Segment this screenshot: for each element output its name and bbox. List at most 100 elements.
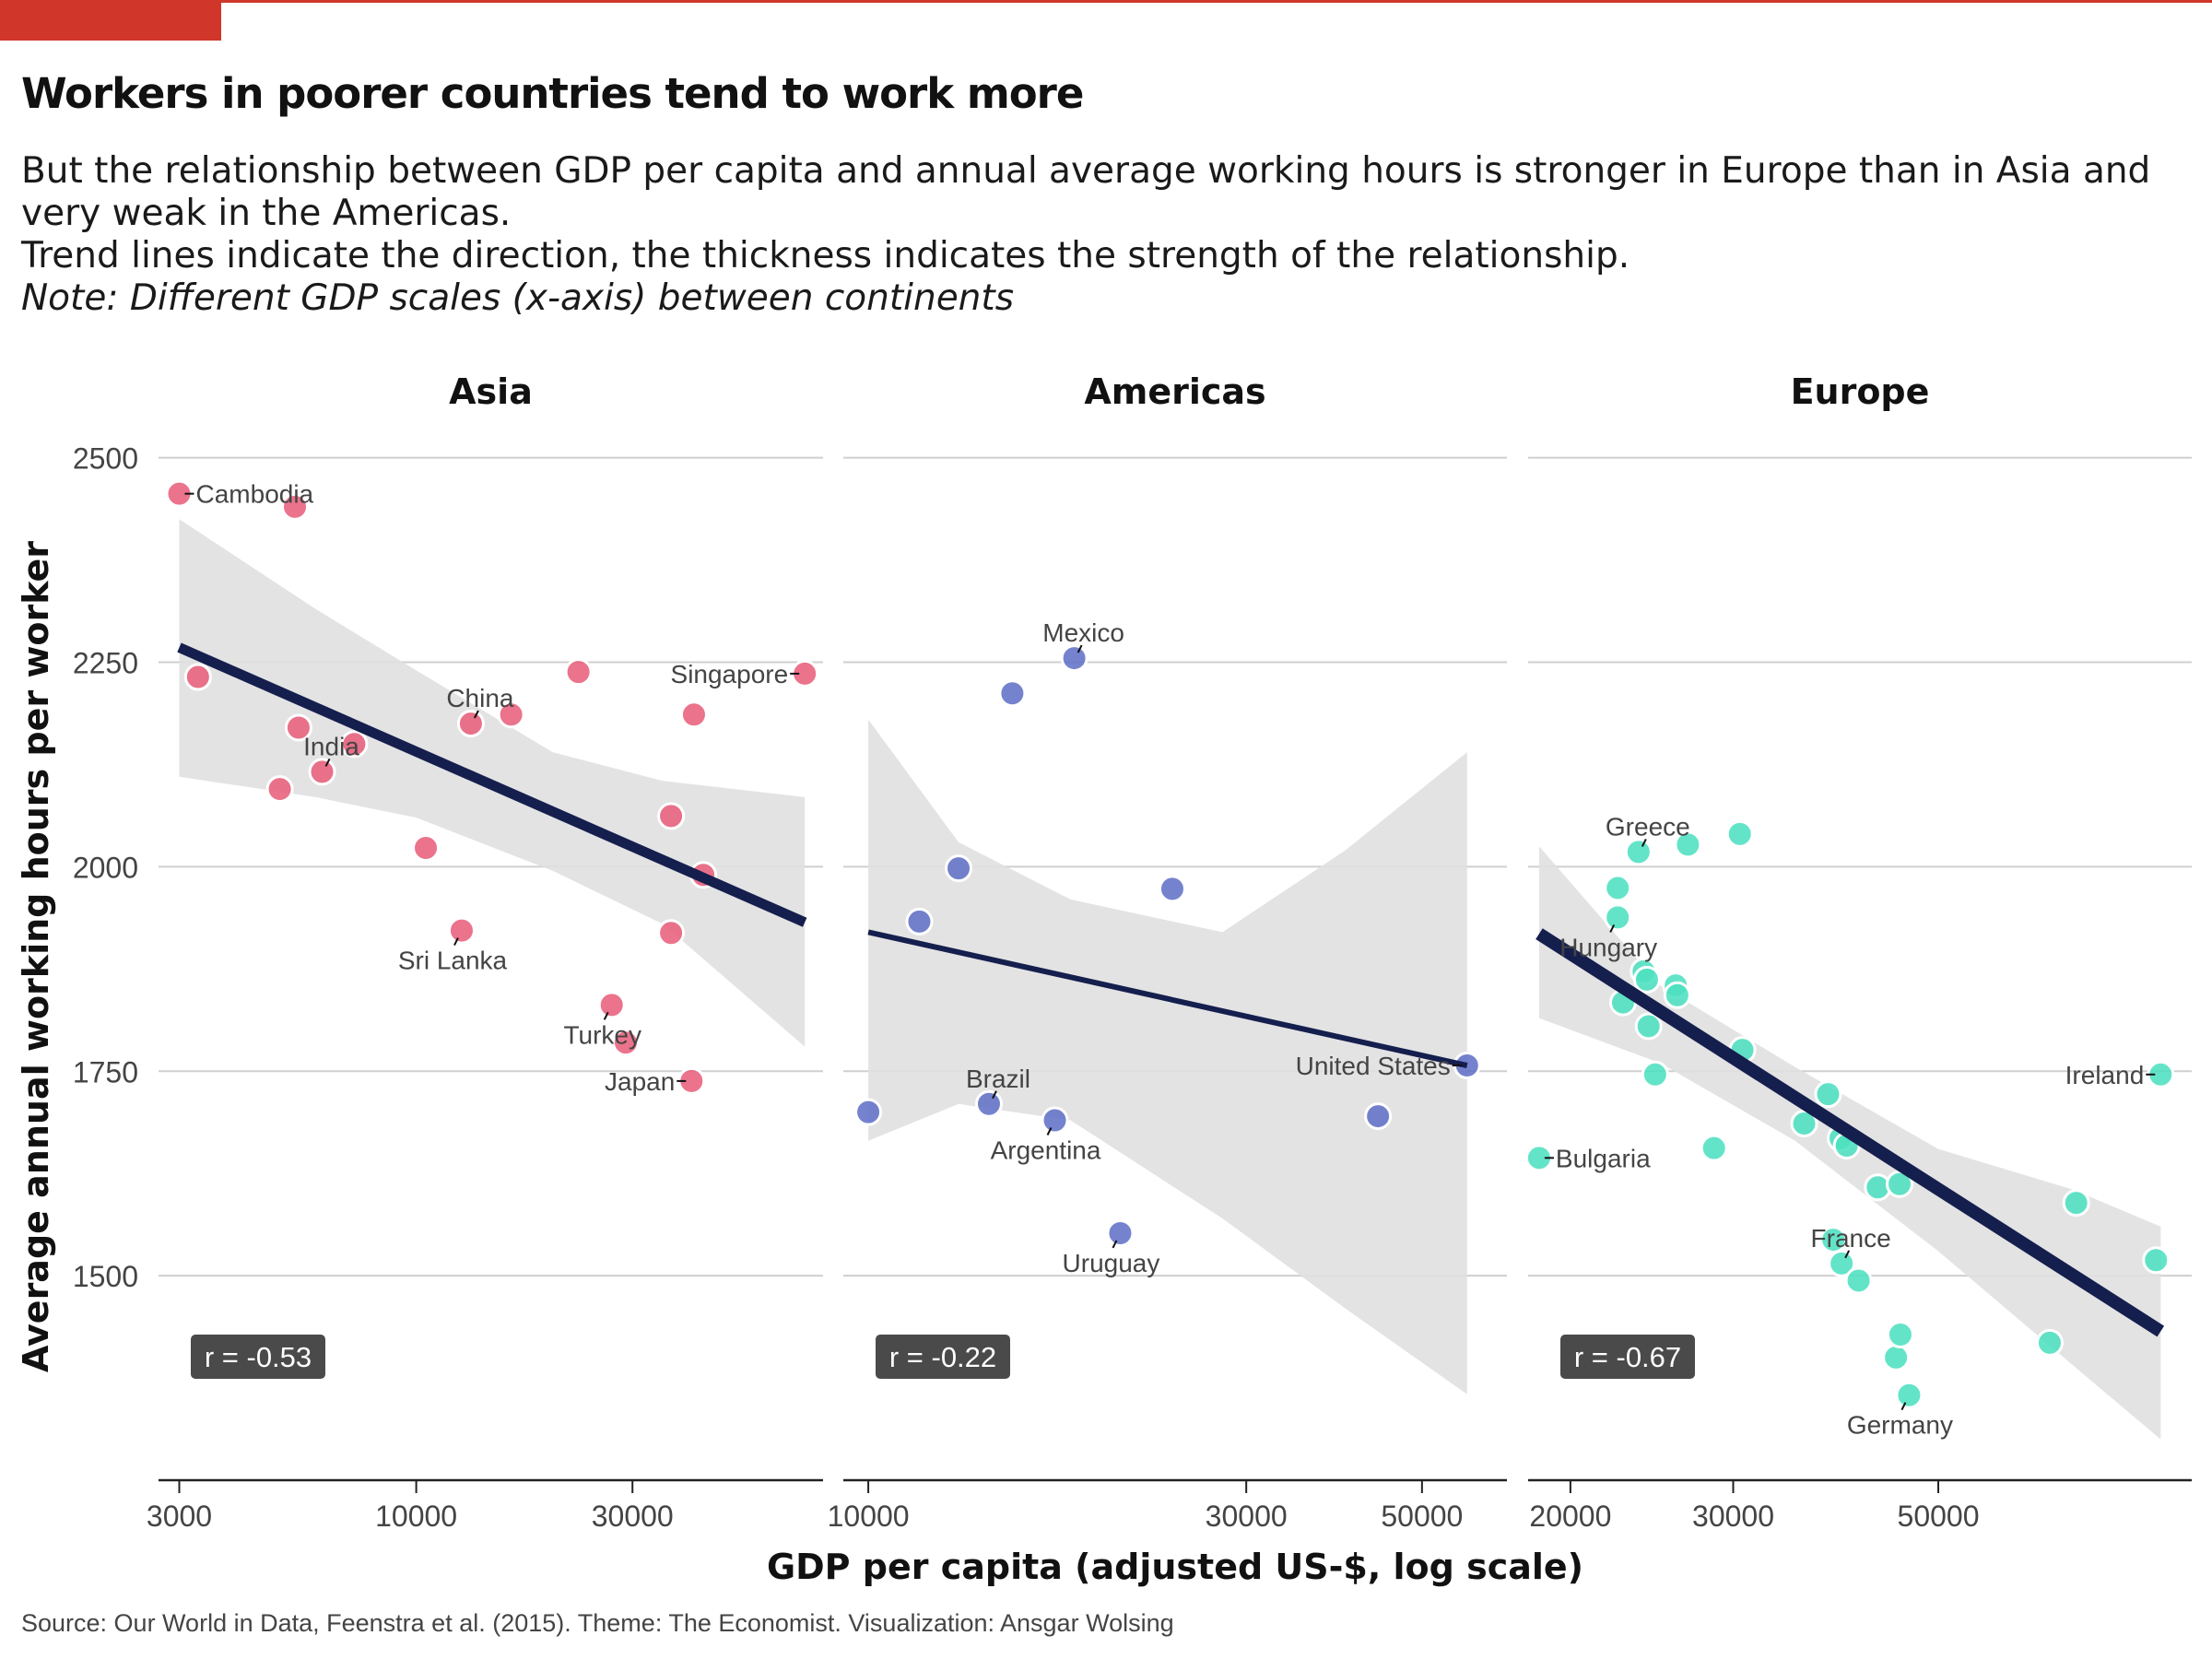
data-point (1814, 1080, 1842, 1109)
y-tick-label: 2250 (73, 647, 138, 680)
correlation-badge (1560, 1335, 1695, 1379)
data-point (905, 907, 934, 935)
trend-line (1535, 928, 2165, 1337)
subtitle-line-1: But the relationship between GDP per cap… (21, 150, 2151, 234)
data-point (183, 663, 212, 691)
x-tick-label: 30000 (1692, 1500, 1774, 1533)
data-point (2142, 1246, 2171, 1275)
trend-line (177, 642, 807, 927)
point-label: Hungary (1559, 933, 1657, 961)
top-accent-block (0, 0, 221, 41)
correlation-badge (191, 1335, 325, 1379)
point-label: Greece (1606, 812, 1690, 841)
x-tick-label: 50000 (1898, 1500, 1980, 1533)
data-point (1641, 1060, 1669, 1088)
panel-title-asia: Asia (449, 371, 533, 412)
label-leader (324, 758, 331, 767)
data-point (1634, 1012, 1663, 1041)
data-point (1828, 1249, 1856, 1277)
point-label: China (446, 684, 514, 712)
data-point (998, 679, 1027, 708)
data-point (1106, 1218, 1135, 1247)
x-tick-label: 50000 (1381, 1500, 1463, 1533)
subtitle-note: Note: Different GDP scales (x-axis) betw… (21, 277, 1015, 319)
data-point (1663, 981, 1691, 1009)
data-point (2062, 1189, 2090, 1218)
x-tick-label: 10000 (828, 1500, 910, 1533)
data-point (679, 700, 708, 729)
data-point (1060, 644, 1088, 673)
point-label: Brazil (966, 1065, 1030, 1093)
point-label: Turkey (563, 1020, 641, 1049)
data-point (265, 775, 294, 804)
data-point (657, 919, 686, 947)
data-point (854, 1098, 883, 1126)
panel-asia: Asia 1500 1750 2000 2250 2500 3000 10000 30000 Ca… (73, 371, 823, 1533)
data-point (1604, 874, 1632, 902)
data-point (447, 916, 476, 945)
x-tick-label: 3000 (147, 1500, 212, 1533)
trend-line (867, 929, 1468, 1068)
point-label: India (303, 732, 359, 760)
point-label: Cambodia (196, 480, 314, 509)
data-point (597, 991, 626, 1019)
correlation-label: r = -0.67 (1574, 1341, 1681, 1373)
data-point (1844, 1266, 1873, 1295)
data-point (1041, 1106, 1069, 1135)
label-leader (1046, 1127, 1053, 1135)
point-label: Sri Lanka (398, 947, 508, 975)
data-point (945, 854, 973, 883)
data-point (974, 1089, 1003, 1118)
data-point (611, 1029, 640, 1057)
x-tick-label: 30000 (592, 1500, 674, 1533)
data-point (281, 492, 310, 521)
label-leader (1844, 1250, 1851, 1259)
label-leader (474, 710, 479, 719)
top-accent-bar (0, 0, 2212, 3)
data-point (1725, 819, 1754, 848)
label-leader (1112, 1240, 1118, 1249)
label-leader (603, 1011, 609, 1020)
data-point (1882, 1343, 1911, 1371)
x-axis-title: GDP per capita (adjusted US-$, log scale… (767, 1547, 1583, 1587)
data-point (564, 658, 593, 687)
data-point (1886, 1321, 1914, 1349)
data-point (1364, 1102, 1393, 1131)
x-tick-label: 30000 (1206, 1500, 1288, 1533)
correlation-label: r = -0.22 (889, 1341, 996, 1373)
data-point (412, 833, 441, 862)
point-label: Japan (605, 1067, 675, 1096)
label-leader (992, 1090, 997, 1100)
chart-subtitle: But the relationship between GDP per cap… (21, 150, 2169, 320)
point-label: Argentina (991, 1136, 1101, 1165)
chart-title: Workers in poorer countries tend to work… (21, 69, 1084, 118)
data-point (1819, 1226, 1848, 1254)
panel-title-europe: Europe (1791, 371, 1930, 412)
point-label: United States (1296, 1052, 1451, 1080)
label-leader (1900, 1402, 1907, 1411)
data-point (1158, 875, 1186, 903)
y-tick-label: 1750 (73, 1055, 138, 1088)
point-label: Germany (1847, 1411, 1953, 1440)
point-label: Uruguay (1063, 1249, 1160, 1277)
data-point (657, 802, 686, 830)
data-point (1632, 965, 1661, 994)
point-label: Bulgaria (1556, 1144, 1651, 1172)
data-point (1604, 903, 1632, 932)
y-axis-title: Average annual working hours per worker (16, 541, 56, 1372)
correlation-badge (876, 1335, 1010, 1379)
data-point (497, 700, 525, 729)
point-label: Singapore (671, 660, 789, 688)
data-point (456, 710, 485, 738)
label-leader (453, 937, 459, 947)
x-tick-label: 10000 (375, 1500, 457, 1533)
data-point (308, 758, 336, 786)
data-point (1674, 830, 1702, 859)
panel-europe: Europe 20000 30000 50000 Bulgaria Hungary Gree… (1524, 371, 2192, 1533)
data-point (284, 713, 312, 742)
data-point (1624, 838, 1653, 866)
data-point (340, 730, 369, 759)
label-leader (1609, 924, 1616, 933)
subtitle-line-2: Trend lines indicate the direction, the … (21, 235, 1630, 276)
